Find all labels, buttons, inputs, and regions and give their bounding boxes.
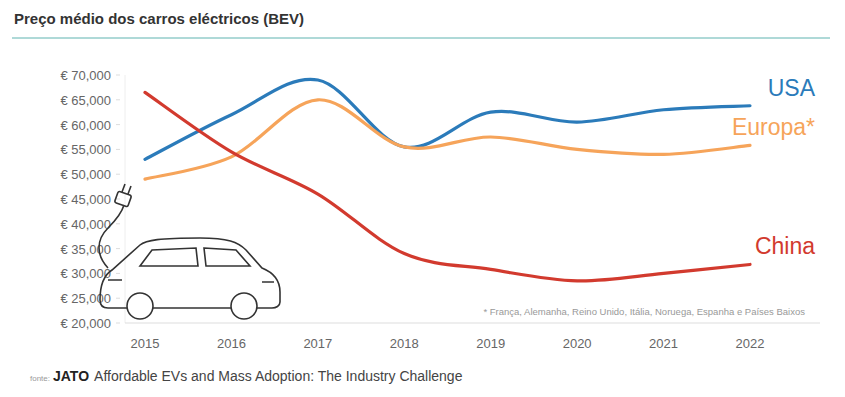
y-tick: [116, 149, 120, 150]
y-tick-label: € 40,000: [60, 217, 111, 232]
y-tick-label: € 45,000: [60, 192, 111, 207]
y-tick-label: € 35,000: [60, 242, 111, 257]
x-axis-line: [125, 323, 820, 324]
y-tick-label: € 20,000: [60, 316, 111, 331]
series-label: Europa*: [732, 114, 815, 140]
source: fonte:JATO Affordable EVs and Mass Adopti…: [30, 368, 463, 384]
y-axis-line: [125, 75, 126, 323]
series-label: China: [755, 233, 815, 259]
y-tick-label: € 70,000: [60, 68, 111, 83]
y-tick: [116, 248, 120, 249]
footnote: * França, Alemanha, Reino Unido, Itália,…: [483, 306, 805, 317]
car-wheel: [127, 293, 153, 319]
y-tick-label: € 25,000: [60, 291, 111, 306]
y-tick-label: € 65,000: [60, 93, 111, 108]
series-label: USA: [768, 75, 816, 101]
y-tick: [116, 298, 120, 299]
y-tick-label: € 55,000: [60, 142, 111, 157]
y-tick: [116, 174, 120, 175]
y-tick: [116, 124, 120, 125]
source-title: Affordable EVs and Mass Adoption: The In…: [94, 368, 463, 384]
lines: [145, 79, 750, 281]
x-tick-label: 2015: [131, 336, 160, 351]
y-tick: [116, 323, 120, 324]
x-tick-label: 2020: [563, 336, 592, 351]
title-rule: [12, 38, 830, 39]
y-tick-label: € 50,000: [60, 167, 111, 182]
x-tick-label: 2017: [303, 336, 332, 351]
chart: Preço médio dos carros eléctricos (BEV) €…: [0, 0, 845, 397]
car-windows: [140, 248, 250, 266]
x-tick-label: 2018: [390, 336, 419, 351]
car-icon: [99, 184, 280, 319]
plug-cable: [99, 205, 124, 268]
car-wheel: [231, 293, 257, 319]
series-line: [145, 100, 750, 179]
y-tick: [116, 75, 120, 76]
y-tick: [116, 273, 120, 274]
y-tick: [116, 223, 120, 224]
y-tick: [116, 99, 120, 100]
x-tick-label: 2022: [736, 336, 765, 351]
series-line: [145, 79, 750, 159]
x-tick-label: 2021: [649, 336, 678, 351]
title: Preço médio dos carros eléctricos (BEV): [14, 10, 304, 27]
source-label: fonte:: [30, 374, 50, 383]
x-tick-label: 2016: [217, 336, 246, 351]
y-tick-label: € 60,000: [60, 118, 111, 133]
y-tick: [116, 199, 120, 200]
plug-pins: [122, 184, 131, 194]
series-line: [145, 92, 750, 281]
car-lights: [108, 280, 274, 282]
source-org: JATO: [53, 368, 89, 384]
x-tick-label: 2019: [476, 336, 505, 351]
